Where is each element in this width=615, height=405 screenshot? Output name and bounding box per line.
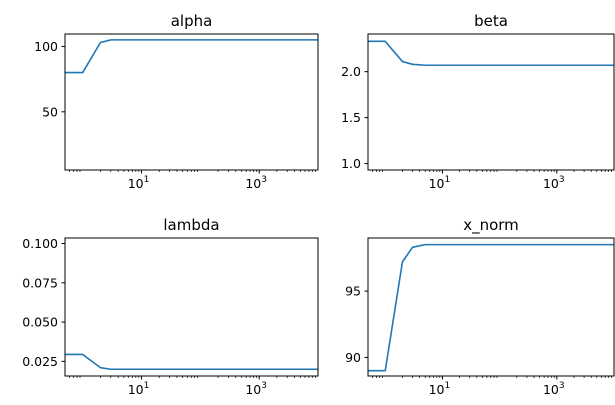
series-line-lambda <box>65 353 318 371</box>
y-tick-label: 0.025 <box>22 354 58 369</box>
x-tick-label: 101 <box>128 175 150 191</box>
y-tick-label: 0.100 <box>22 236 58 251</box>
y-tick-label: 1.0 <box>341 156 361 171</box>
axes-frame <box>367 33 615 171</box>
axes-frame <box>64 33 319 171</box>
y-tick-label: 2.0 <box>341 64 361 79</box>
y-tick-label: 50 <box>42 104 58 119</box>
series-line-x_norm <box>368 243 614 372</box>
y-tick-label: 90 <box>345 350 361 365</box>
x-tick-label: 101 <box>429 175 451 191</box>
subplot-x_norm: x_norm 101 103 90 95 <box>345 216 615 397</box>
x-tick-label: 101 <box>429 381 451 397</box>
x-tick-label: 103 <box>245 175 267 191</box>
subplot-alpha: alpha 101 103 50 100 <box>34 12 319 191</box>
subplot-lambda: lambda 101 103 0.025 0.050 0.075 0.100 <box>22 216 319 397</box>
subplot-title: x_norm <box>463 216 519 235</box>
y-tick-label: 0.050 <box>22 315 58 330</box>
y-tick-label: 1.5 <box>341 110 361 125</box>
x-tick-label: 101 <box>128 381 150 397</box>
subplot-title: beta <box>474 12 508 30</box>
series-line-beta <box>368 40 614 67</box>
y-tick-label: 95 <box>345 284 361 299</box>
x-tick-label: 103 <box>543 381 565 397</box>
subplot-title: alpha <box>171 12 213 30</box>
subplot-title: lambda <box>163 216 219 234</box>
x-tick-label: 103 <box>245 381 267 397</box>
subplot-beta: beta 101 103 1.0 1.5 2.0 <box>341 12 615 191</box>
axes-frame <box>64 237 319 377</box>
x-tick-label: 103 <box>543 175 565 191</box>
y-tick-label: 100 <box>34 39 58 54</box>
y-tick-label: 0.075 <box>22 275 58 290</box>
series-line-alpha <box>65 39 318 74</box>
